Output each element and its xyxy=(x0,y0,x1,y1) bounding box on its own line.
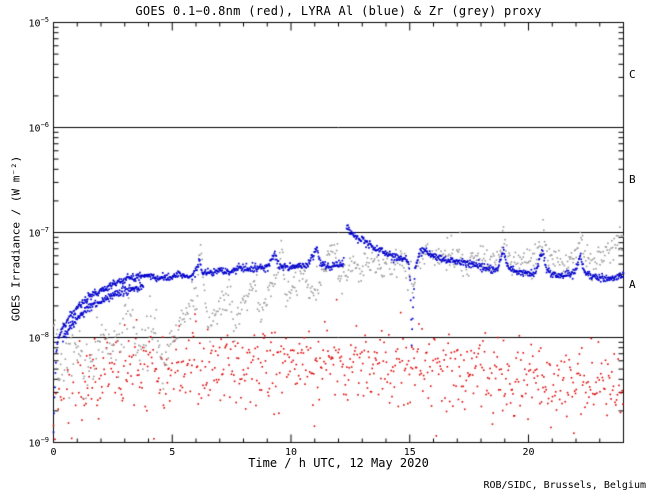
y-axis-label: GOES Irradiance / (W m⁻²) xyxy=(9,155,23,322)
y-tick-label: 10−9 xyxy=(28,435,49,449)
y-tick-label: 10−5 xyxy=(28,15,49,29)
flare-class-label-c: C xyxy=(629,68,636,81)
y-tick-label: 10−8 xyxy=(28,330,49,344)
x-tick-label: 20 xyxy=(522,447,535,458)
flare-class-label-a: A xyxy=(629,278,636,291)
y-tick-label: 10−6 xyxy=(28,120,49,134)
y-tick-label: 10−7 xyxy=(28,225,49,239)
flare-class-label-b: B xyxy=(629,173,636,186)
chart-title: GOES 0.1−0.8nm (red), LYRA Al (blue) & Z… xyxy=(135,4,542,18)
credit-text: ROB/SIDC, Brussels, Belgium xyxy=(483,480,646,491)
x-tick-label: 15 xyxy=(403,447,416,458)
x-tick-label: 10 xyxy=(284,447,298,458)
x-axis-label: Time / h UTC, 12 May 2020 xyxy=(248,456,429,470)
x-tick-label: 0 xyxy=(50,447,57,458)
x-tick-label: 5 xyxy=(169,447,176,458)
